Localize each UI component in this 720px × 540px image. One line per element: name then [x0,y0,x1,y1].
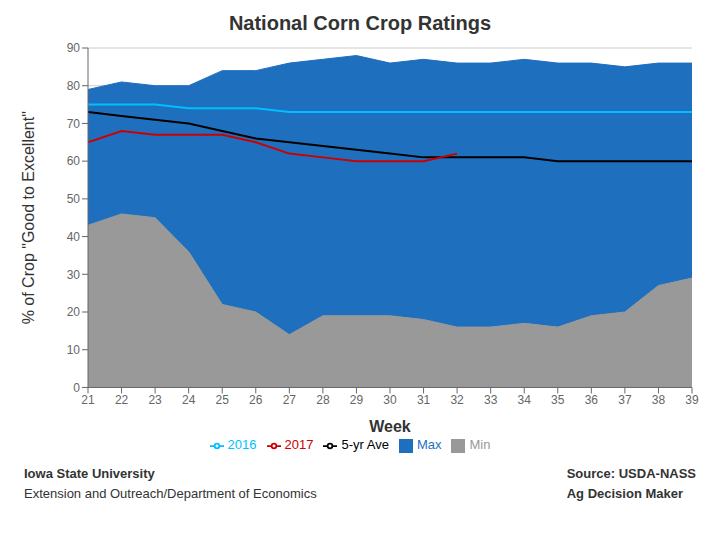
svg-text:28: 28 [316,393,330,407]
svg-text:36: 36 [585,393,599,407]
svg-text:38: 38 [652,393,666,407]
svg-text:10: 10 [67,343,81,357]
svg-text:30: 30 [383,393,397,407]
svg-text:26: 26 [249,393,263,407]
svg-text:31: 31 [417,393,431,407]
svg-text:40: 40 [67,230,81,244]
svg-text:60: 60 [67,154,81,168]
svg-text:32: 32 [450,393,464,407]
html-text:Ag Decision Maker: Ag Decision Maker [566,486,683,501]
svg-text:39: 39 [685,393,699,407]
svg-text:37: 37 [618,393,632,407]
svg-text:70: 70 [67,117,81,131]
html-text:Min: Min [469,437,491,453]
svg-text:20: 20 [67,305,81,319]
svg-text:0: 0 [73,381,80,395]
svg-text:80: 80 [67,79,81,93]
html-text:Max: Max [416,437,442,453]
html-text:2016: 2016 [227,437,257,453]
svg-text:24: 24 [182,393,196,407]
html-text:5-yr Ave: 5-yr Ave [341,437,389,453]
svg-text:25: 25 [216,393,230,407]
html-text:National Corn Crop Ratings: National Corn Crop Ratings [228,12,492,34]
html-text:Source: USDA-NASS: Source: USDA-NASS [566,466,696,481]
svg-text:33: 33 [484,393,498,407]
svg-text:21: 21 [81,393,95,407]
html-text:Extension and Outreach/Departm: Extension and Outreach/Department of Eco… [24,486,317,501]
svg-text:90: 90 [67,41,81,55]
html-text:2017: 2017 [284,437,314,453]
svg-text:% of Crop "Good to Excellent": % of Crop "Good to Excellent" [20,111,37,324]
html-text:Iowa State University: Iowa State University [24,466,155,481]
svg-text:30: 30 [67,268,81,282]
svg-text:29: 29 [350,393,364,407]
svg-text:22: 22 [115,393,129,407]
svg-text:Week: Week [369,418,411,435]
svg-text:23: 23 [148,393,162,407]
svg-text:34: 34 [518,393,532,407]
svg-text:50: 50 [67,192,81,206]
svg-text:35: 35 [551,393,565,407]
svg-text:27: 27 [283,393,297,407]
